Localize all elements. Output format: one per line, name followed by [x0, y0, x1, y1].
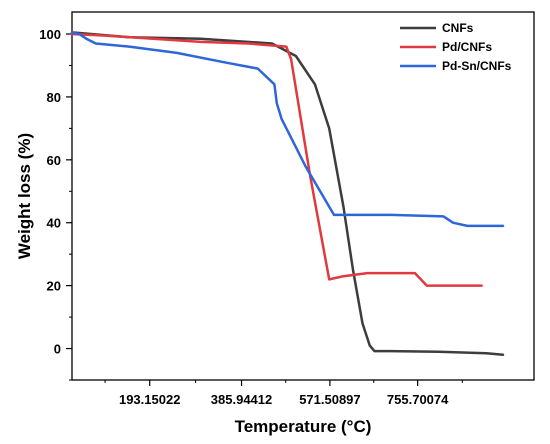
x-tick-label: 755.70074 — [387, 392, 449, 407]
x-tick-label: 385.94412 — [211, 392, 272, 407]
y-axis-ticks: 0 20 40 60 80 100 — [39, 27, 72, 381]
y-tick-label: 60 — [47, 153, 61, 168]
data-series — [70, 31, 505, 357]
y-tick-label: 0 — [54, 342, 61, 357]
y-axis-title: Weight loss (%) — [15, 133, 34, 259]
series-line-pd-cnfs — [70, 32, 483, 287]
series-line-pd-sn-cnfs — [70, 31, 505, 228]
legend-label-cnfs: CNFs — [442, 21, 474, 35]
x-axis-ticks: 193.15022 385.94412 571.50897 755.70074 — [104, 380, 463, 407]
series-line-cnfs — [70, 31, 505, 357]
x-tick-label: 571.50897 — [299, 392, 360, 407]
plot-frame — [71, 11, 535, 381]
y-tick-label: 20 — [47, 279, 61, 294]
legend-label-pd-sn-cnfs: Pd-Sn/CNFs — [442, 59, 512, 73]
legend: CNFs Pd/CNFs Pd-Sn/CNFs — [400, 21, 512, 73]
y-tick-label: 80 — [47, 90, 61, 105]
x-tick-label: 193.15022 — [119, 392, 180, 407]
legend-label-pd-cnfs: Pd/CNFs — [442, 40, 492, 54]
y-tick-label: 100 — [39, 27, 61, 42]
y-tick-label: 40 — [47, 216, 61, 231]
x-axis-title: Temperature (°C) — [235, 417, 372, 436]
